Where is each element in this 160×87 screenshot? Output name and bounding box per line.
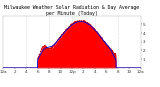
Title: Milwaukee Weather Solar Radiation & Day Average per Minute (Today): Milwaukee Weather Solar Radiation & Day …	[4, 5, 140, 16]
